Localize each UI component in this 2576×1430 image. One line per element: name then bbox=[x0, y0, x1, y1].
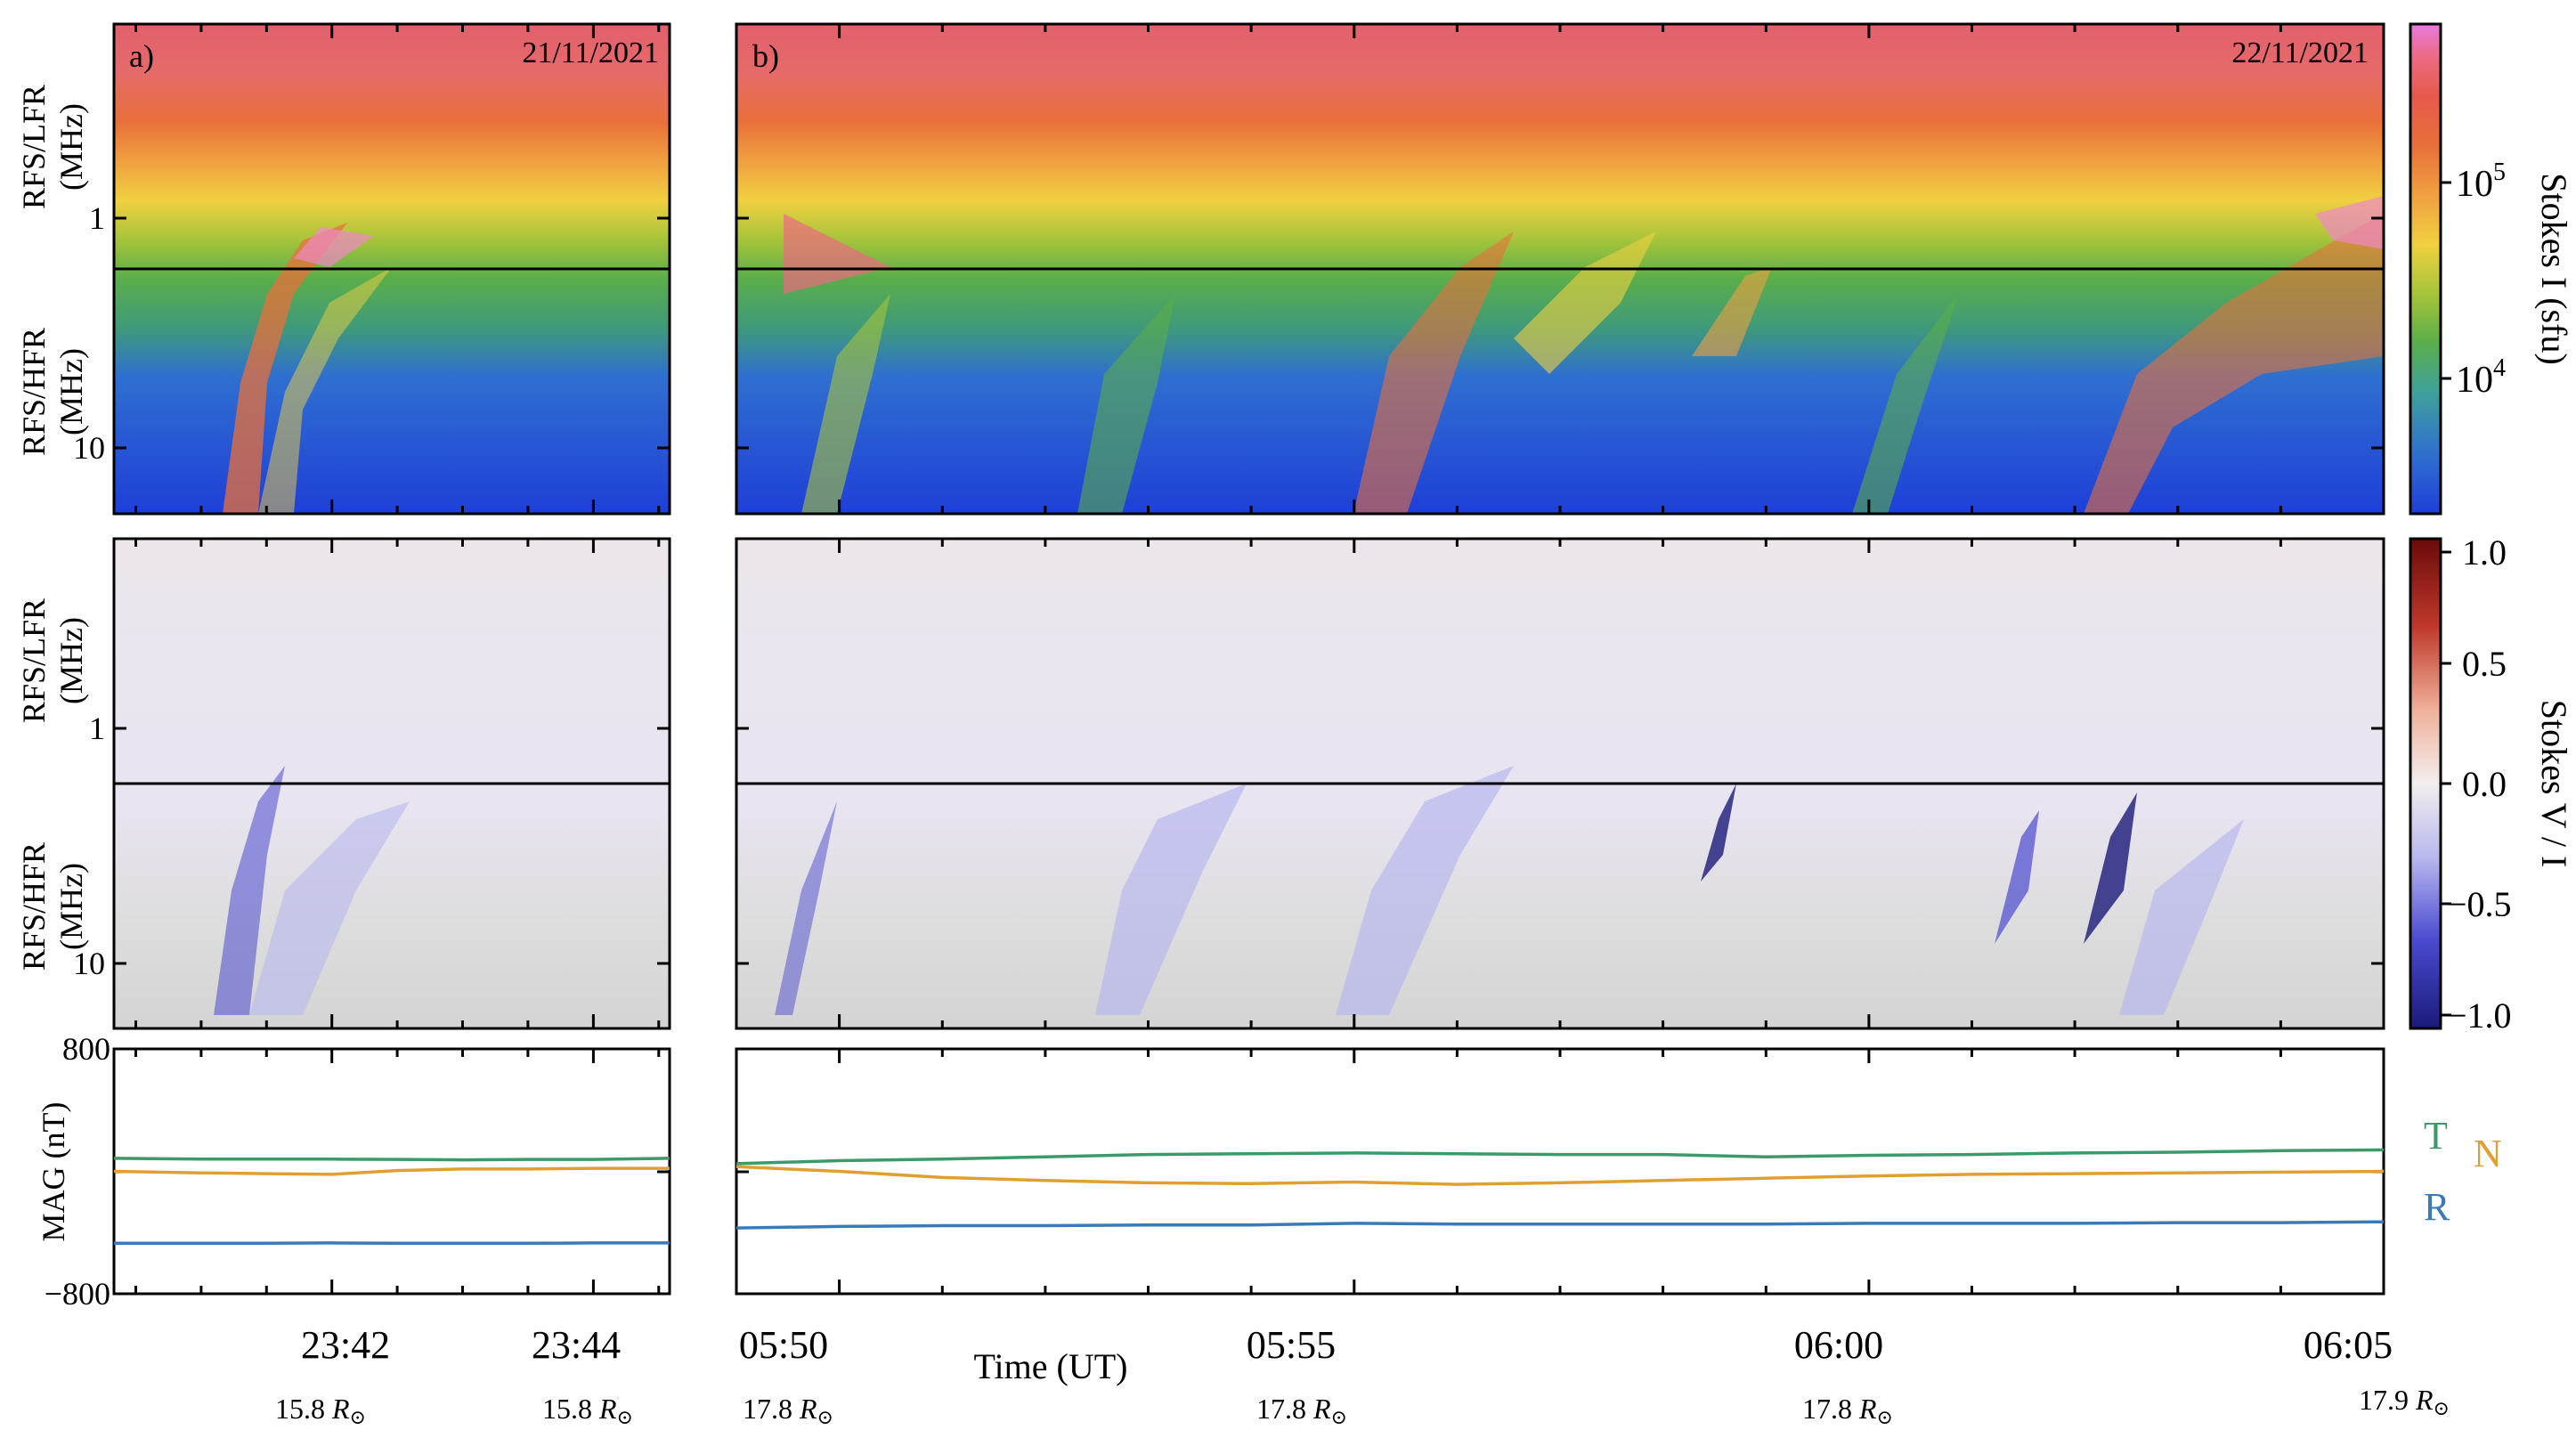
mag-tick-bottom: −800 bbox=[45, 1276, 110, 1312]
mag-series-t-line bbox=[113, 1157, 670, 1162]
colorbar-i-tick-1e4: 104 bbox=[2456, 354, 2506, 401]
row-label-mag: MAG (nT) bbox=[36, 1102, 71, 1242]
row-label-lfr-top-unit: (MHz) bbox=[53, 103, 89, 191]
panel-label-b: b) bbox=[752, 38, 779, 74]
colorbar-v-tick-m1: −1.0 bbox=[2447, 995, 2512, 1036]
row-label-hfr-bottom-unit: (MHz) bbox=[53, 863, 89, 950]
colorbar-v-tick-05: 0.5 bbox=[2462, 644, 2507, 684]
colorbar-v-tick-m05: −0.5 bbox=[2447, 884, 2512, 924]
date-label-right: 22/11/2021 bbox=[2231, 37, 2369, 69]
legend-n: N bbox=[2474, 1132, 2502, 1175]
row-label-hfr-bottom: RFS/HFR bbox=[16, 842, 52, 971]
row-label-lfr-bottom-unit: (MHz) bbox=[53, 617, 89, 704]
time-label-2344: 23:44 bbox=[532, 1323, 621, 1367]
colorbar-i-label: Stokes I (sfu) bbox=[2534, 173, 2574, 365]
row-label-lfr-top: RFS/LFR bbox=[16, 85, 52, 209]
colorbar-v-tick-0: 0.0 bbox=[2462, 764, 2507, 804]
row-label-lfr-bottom: RFS/LFR bbox=[16, 598, 52, 723]
time-label-0600: 06:00 bbox=[1794, 1323, 1883, 1367]
colorbar-stokes-v: 1.0 0.5 0.0 −0.5 −1.0 Stokes V / I bbox=[2409, 532, 2574, 1036]
date-label-left: 21/11/2021 bbox=[522, 37, 659, 69]
distance-label-right-3: 17.8 R⊙ bbox=[1802, 1393, 1893, 1428]
time-label-0555: 05:55 bbox=[1247, 1323, 1336, 1367]
mag-plot-left bbox=[113, 1157, 670, 1246]
row-label-hfr-top-unit: (MHz) bbox=[53, 348, 89, 435]
mag-series-t-line bbox=[735, 1148, 2385, 1166]
panel-label-a: a) bbox=[129, 38, 154, 74]
distance-label-left-1: 15.8 R⊙ bbox=[275, 1393, 366, 1428]
legend-t: T bbox=[2424, 1114, 2448, 1158]
freq-tick-1-top: 1 bbox=[89, 200, 105, 236]
freq-tick-10-bottom: 10 bbox=[73, 946, 105, 981]
colorbar-v-tick-1: 1.0 bbox=[2462, 532, 2507, 573]
mag-plot-right bbox=[735, 1148, 2385, 1230]
mag-series-n-line bbox=[735, 1165, 2385, 1186]
x-axis-label: Time (UT) bbox=[974, 1346, 1128, 1386]
time-tick-marks bbox=[134, 24, 2385, 1294]
time-label-2342: 23:42 bbox=[301, 1323, 390, 1367]
frequency-tick-marks bbox=[114, 216, 2384, 1296]
mag-tick-top: 800 bbox=[62, 1031, 110, 1067]
time-label-0550: 05:50 bbox=[739, 1323, 828, 1367]
distance-label-right-2: 17.8 R⊙ bbox=[1256, 1393, 1347, 1428]
mag-series-n-line bbox=[113, 1166, 670, 1176]
legend-r: R bbox=[2424, 1185, 2450, 1229]
mag-series-r-line bbox=[735, 1220, 2385, 1230]
colorbar-stokes-i: 105 104 Stokes I (sfu) bbox=[2409, 22, 2574, 516]
freq-tick-10-top: 10 bbox=[73, 430, 105, 466]
time-label-0605: 06:05 bbox=[2304, 1323, 2393, 1367]
distance-label-left-2: 15.8 R⊙ bbox=[542, 1393, 633, 1428]
distance-label-right-1: 17.8 R⊙ bbox=[743, 1393, 833, 1428]
colorbar-i-tick-1e5: 105 bbox=[2456, 158, 2506, 205]
colorbar-v-label: Stokes V / I bbox=[2534, 700, 2574, 868]
distance-label-right-4: 17.9 R⊙ bbox=[2359, 1384, 2450, 1419]
freq-tick-1-bottom: 1 bbox=[89, 711, 105, 746]
row-label-hfr-top: RFS/HFR bbox=[16, 328, 52, 456]
